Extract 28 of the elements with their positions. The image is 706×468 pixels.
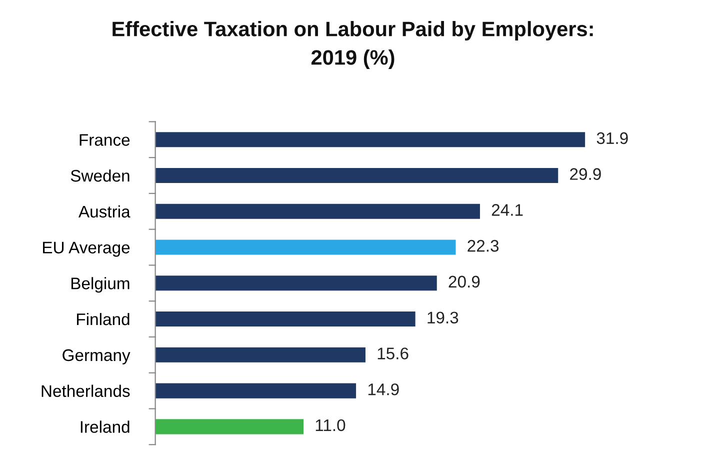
bar <box>155 168 558 184</box>
data-label: 15.6 <box>378 348 408 360</box>
data-label: 20.9 <box>448 276 480 288</box>
bar <box>155 419 304 434</box>
chart-title: Effective Taxation on Labour Paid by Employers: 2019 (%) <box>112 21 593 69</box>
data-label: 19.3 <box>428 312 458 324</box>
data-label: 31.9 <box>596 132 628 144</box>
data-label: 24.1 <box>492 204 523 216</box>
bar <box>155 276 437 291</box>
data-label: 29.9 <box>570 168 601 180</box>
y-tick-label: Belgium <box>71 277 130 293</box>
bar <box>155 383 356 398</box>
y-tick-label: France <box>80 134 130 146</box>
bar <box>155 311 416 327</box>
y-tick-label: Ireland <box>80 420 130 433</box>
bar <box>155 240 456 255</box>
y-tick-label: Finland <box>77 312 130 326</box>
bar <box>155 347 366 362</box>
data-label: 14.9 <box>368 383 399 396</box>
bar <box>155 204 480 219</box>
data-label: 11.0 <box>316 419 346 432</box>
bar <box>155 132 586 148</box>
data-label: 22.3 <box>468 240 499 252</box>
y-tick-label: Germany <box>62 349 130 364</box>
y-tick-label: Netherlands <box>42 384 130 397</box>
y-tick-label: Sweden <box>70 169 130 182</box>
y-tick-label: Austria <box>78 205 130 218</box>
y-tick-label: EU Average <box>43 242 130 257</box>
